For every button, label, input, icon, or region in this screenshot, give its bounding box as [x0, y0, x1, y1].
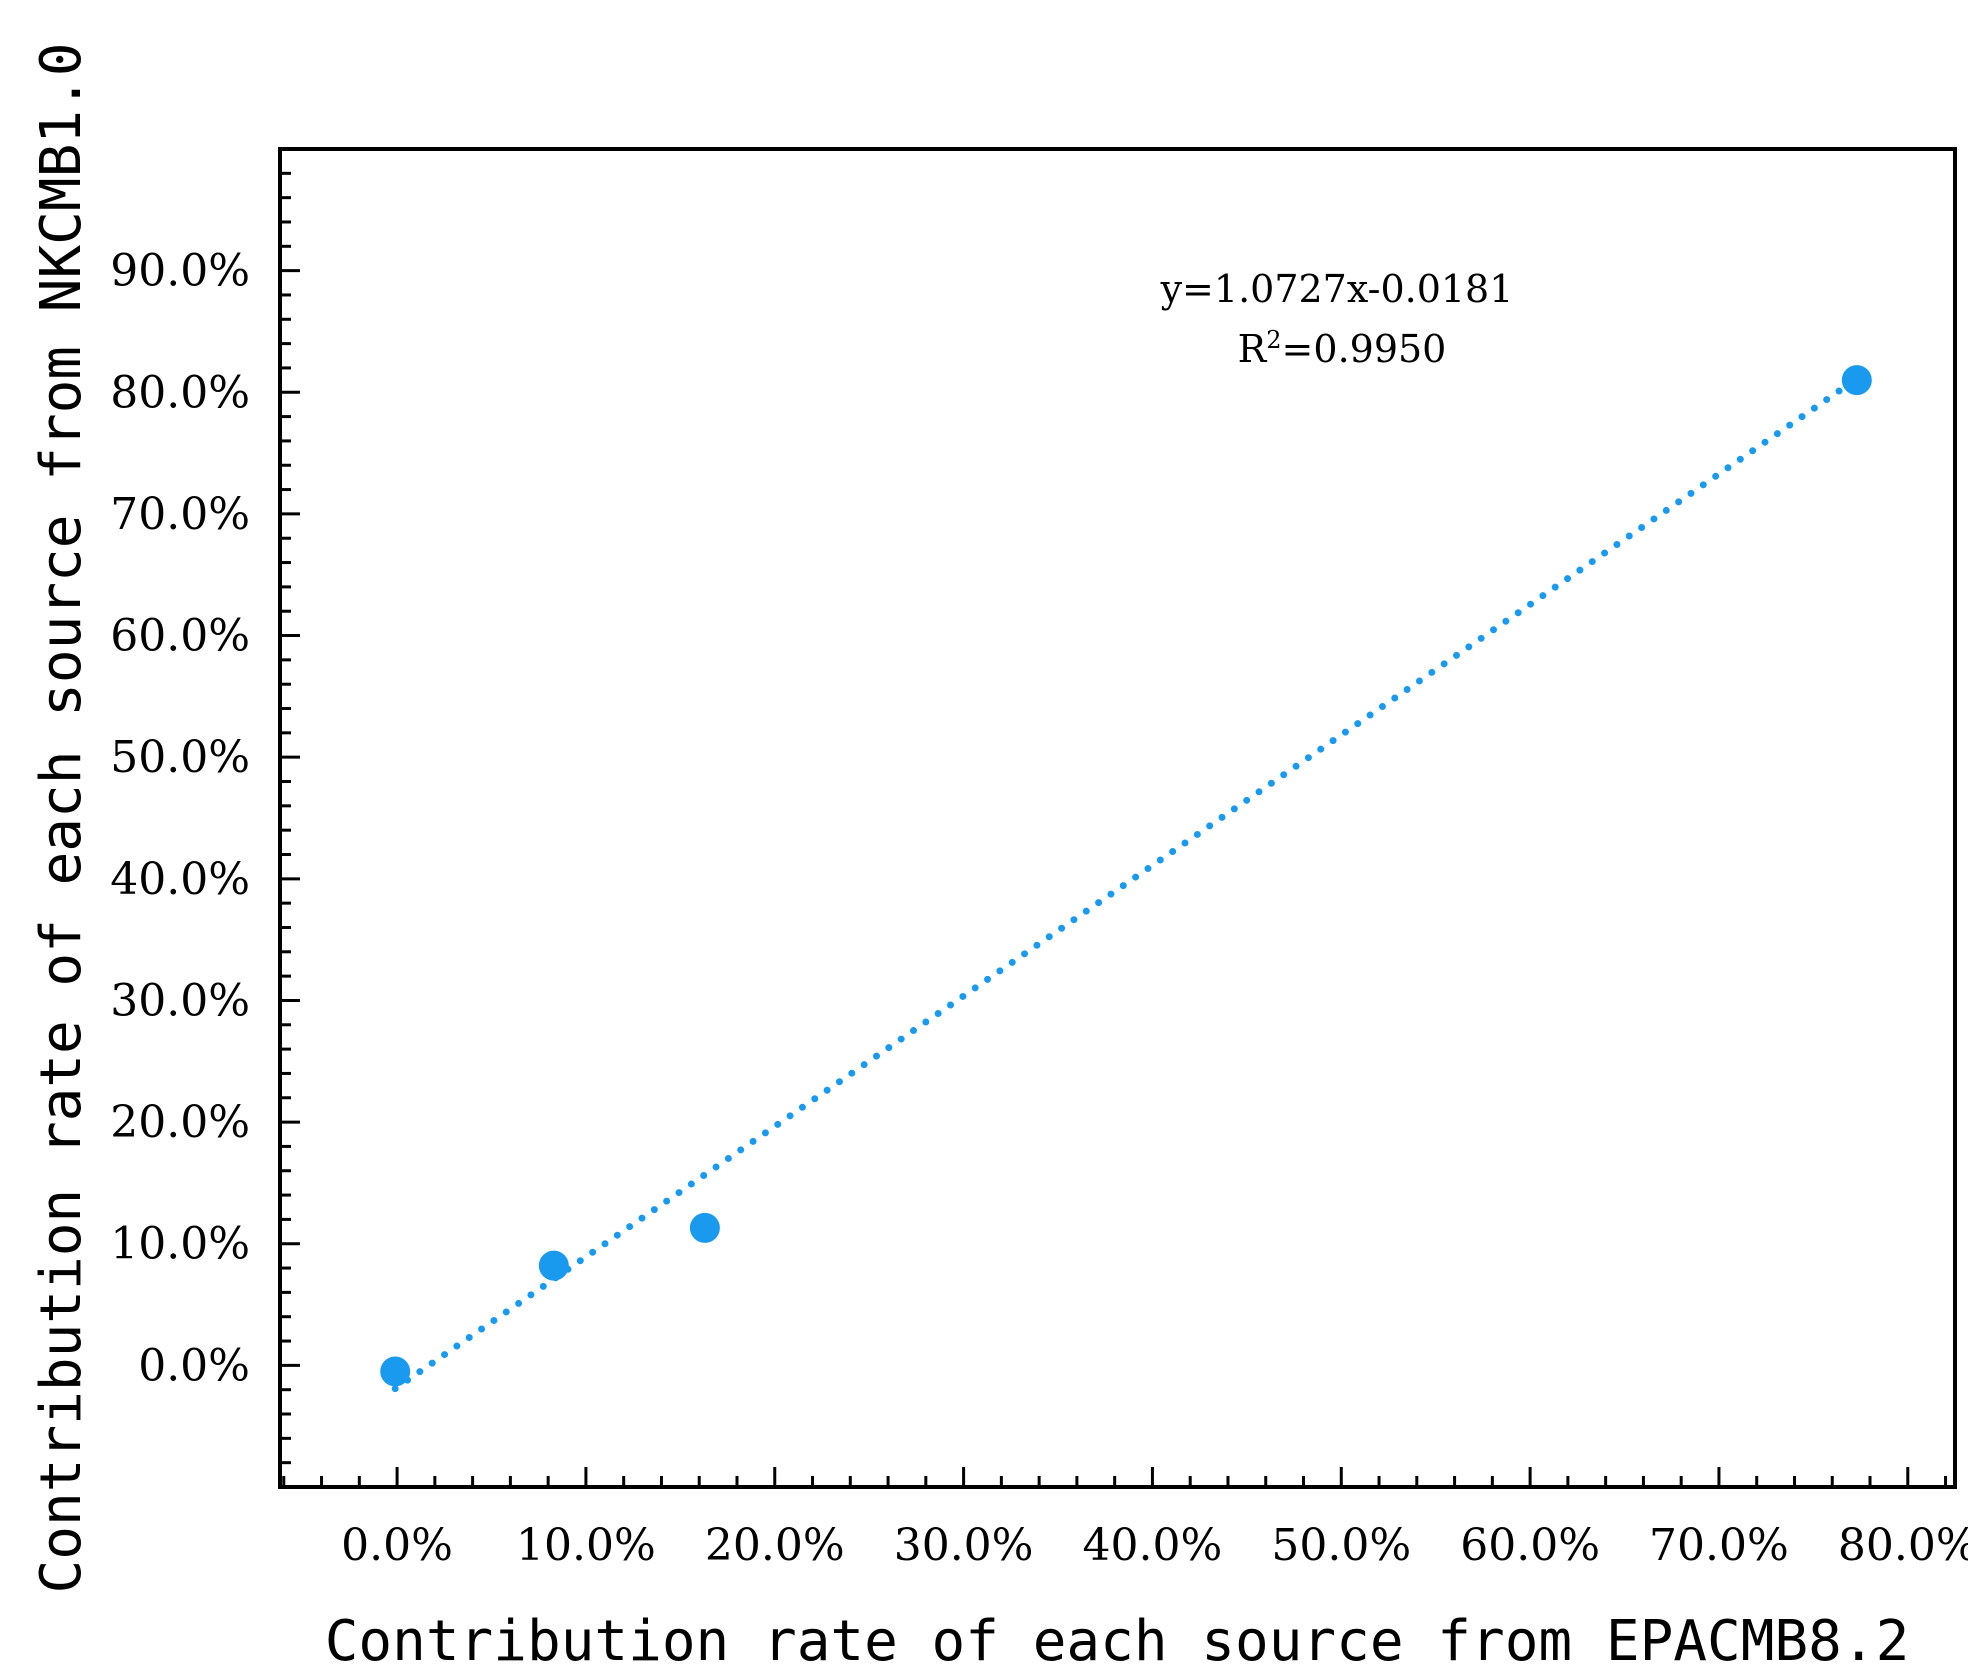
- y-tick-label: 40.0%: [110, 854, 250, 905]
- x-tick-label: 60.0%: [1460, 1520, 1600, 1571]
- data-point: [380, 1356, 411, 1387]
- y-axis-title: Contribution rate of each source from NK…: [29, 43, 94, 1594]
- r-squared-superscript: 2: [1266, 326, 1281, 354]
- y-tick-label: 30.0%: [110, 975, 250, 1026]
- r-squared-prefix: R: [1238, 327, 1268, 371]
- plot-frame: [278, 147, 1957, 1489]
- y-tick-label: 70.0%: [110, 489, 250, 540]
- y-axis-tick-labels: 0.0% 10.0% 20.0% 30.0% 40.0% 50.0% 60.0% 70.0% 8…: [110, 246, 250, 1392]
- y-tick-label: 10.0%: [110, 1219, 250, 1270]
- trendline: [391, 375, 1861, 1393]
- equation-annotation: y=1.0727x-0.0181: [1160, 267, 1514, 311]
- y-tick-label: 0.0%: [138, 1340, 250, 1391]
- x-tick-label: 40.0%: [1083, 1520, 1223, 1571]
- trendline-group: [391, 375, 1861, 1393]
- r-squared-value: =0.9950: [1282, 327, 1447, 371]
- x-tick-label: 80.0%: [1838, 1520, 1968, 1571]
- r-squared-annotation: R2=0.9950: [1238, 326, 1447, 371]
- y-tick-label: 50.0%: [110, 732, 250, 783]
- y-tick-label: 90.0%: [110, 246, 250, 297]
- x-tick-label: 70.0%: [1649, 1520, 1789, 1571]
- x-tick-label: 0.0%: [341, 1520, 453, 1571]
- x-axis-ticks: [282, 1467, 1948, 1487]
- x-tick-label: 10.0%: [516, 1520, 656, 1571]
- data-point: [689, 1212, 720, 1243]
- x-tick-label: 30.0%: [894, 1520, 1034, 1571]
- x-tick-label: 20.0%: [705, 1520, 845, 1571]
- x-axis-title: Contribution rate of each source from EP…: [325, 1609, 1910, 1674]
- y-tick-label: 20.0%: [110, 1097, 250, 1148]
- data-points: [380, 365, 1872, 1387]
- data-point: [1841, 365, 1872, 396]
- x-axis-tick-labels: 0.0% 10.0% 20.0% 30.0% 40.0% 50.0% 60.0% 70.0% 8…: [341, 1520, 1968, 1571]
- y-tick-label: 60.0%: [110, 611, 250, 662]
- x-tick-label: 50.0%: [1271, 1520, 1411, 1571]
- y-tick-label: 80.0%: [110, 367, 250, 418]
- data-point: [538, 1250, 569, 1281]
- y-axis-ticks: [280, 171, 300, 1465]
